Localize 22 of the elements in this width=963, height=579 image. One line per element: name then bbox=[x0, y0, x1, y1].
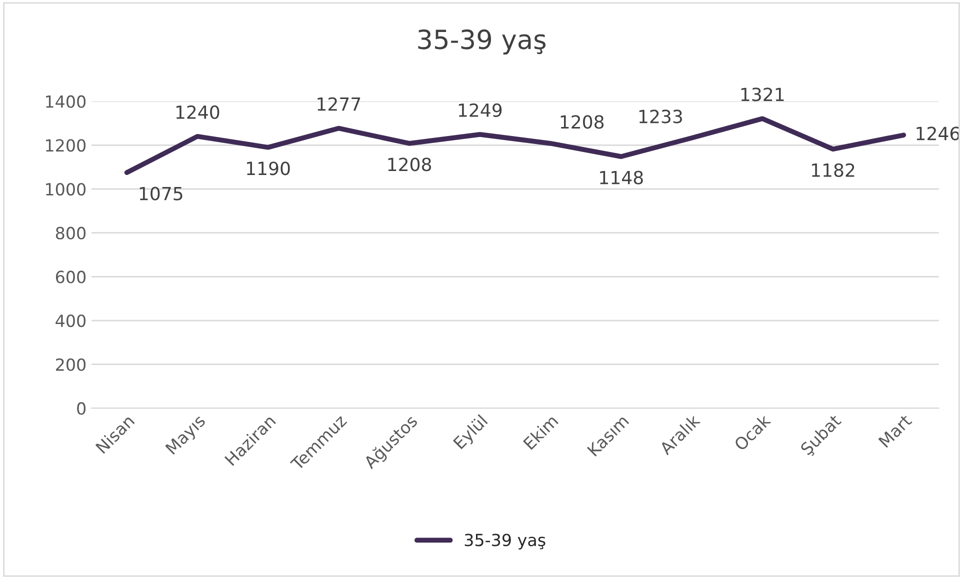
y-tick-label: 400 bbox=[56, 314, 86, 328]
y-tick-label: 600 bbox=[56, 270, 86, 284]
data-label: 1148 bbox=[600, 170, 643, 184]
data-label: 1246 bbox=[916, 126, 960, 140]
data-label: 1240 bbox=[176, 105, 220, 120]
data-label: 1277 bbox=[318, 97, 360, 111]
data-label: 1208 bbox=[560, 115, 604, 129]
data-label: 1233 bbox=[639, 110, 682, 124]
data-label: 1190 bbox=[247, 162, 290, 176]
data-label: 1249 bbox=[458, 103, 502, 118]
y-tick-label: 1400 bbox=[46, 95, 86, 108]
data-label: 1075 bbox=[140, 186, 182, 200]
y-tick-label: 1200 bbox=[46, 139, 86, 152]
y-tick-label: 0 bbox=[77, 402, 86, 415]
legend-label: 35-39 yaş bbox=[464, 534, 546, 550]
chart-title: 35-39 yaş bbox=[418, 29, 546, 54]
data-label: 1208 bbox=[388, 158, 432, 172]
y-tick-label: 200 bbox=[56, 358, 86, 371]
data-label: 1182 bbox=[812, 163, 854, 177]
y-tick-label: 1000 bbox=[46, 182, 86, 196]
y-tick-label: 800 bbox=[56, 226, 86, 240]
data-label: 1321 bbox=[741, 88, 784, 102]
